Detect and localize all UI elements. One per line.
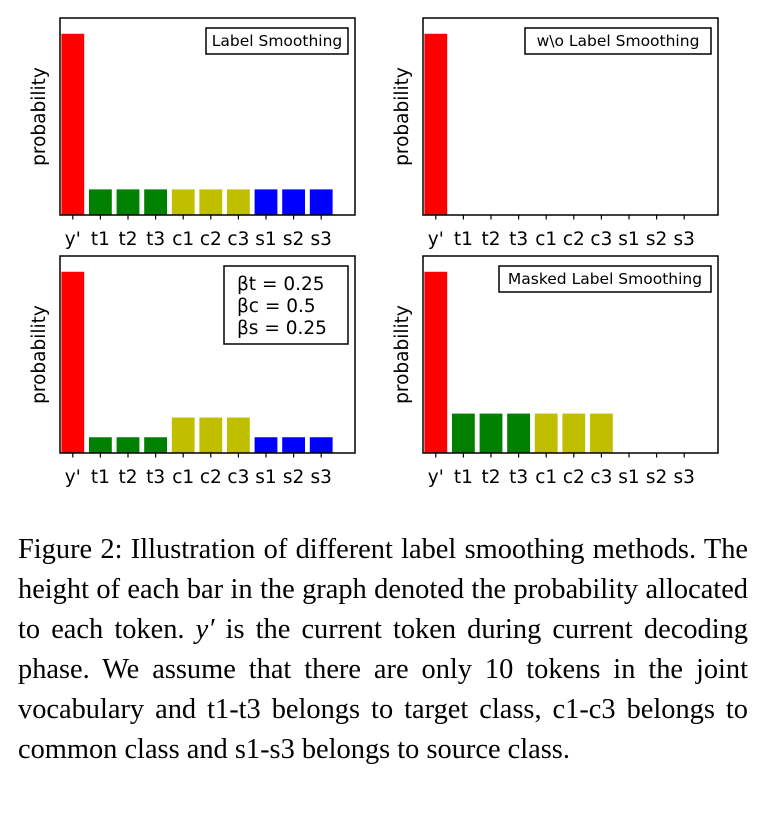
x-tick-label: c3 — [590, 229, 612, 250]
legend-text: w\o Label Smoothing — [537, 32, 700, 50]
y-axis-label: probability — [29, 67, 50, 166]
x-tick-label: c2 — [200, 229, 222, 250]
x-tick-label: s3 — [673, 467, 694, 488]
x-tick-label: t1 — [454, 229, 473, 250]
figure-caption: Figure 2: Illustration of different labe… — [18, 530, 748, 770]
y-axis-label: probability — [29, 305, 50, 404]
bar-t3 — [144, 189, 167, 215]
bar-c3 — [227, 417, 250, 453]
x-tick-label: c2 — [200, 467, 222, 488]
plot-frame — [422, 17, 719, 216]
x-tick-label: s2 — [646, 229, 667, 250]
x-tick-label: t2 — [481, 229, 500, 250]
legend-box — [205, 27, 349, 55]
bar-s2 — [282, 189, 305, 215]
legend-text: Masked Label Smoothing — [508, 270, 702, 288]
x-tick-label: s3 — [310, 229, 331, 250]
bar-c1 — [534, 413, 558, 453]
x-tick-label: t2 — [118, 467, 137, 488]
legend-text: βt = 0.25 — [237, 274, 325, 295]
chart-panel-2: y' t1 t2 t3 c1 c2 c3 s1 s2 s3 probability w\o Label… — [392, 17, 719, 250]
x-tick-label: s1 — [255, 229, 276, 250]
caption-text-2: is the current token during current deco… — [18, 614, 748, 765]
x-tick-label: c1 — [535, 229, 557, 250]
caption-text-1: Figure 2: Illustration of different labe… — [18, 534, 748, 645]
y-axis-label: probability — [392, 67, 413, 166]
bar-c2 — [199, 189, 223, 215]
x-tick-label: t3 — [509, 467, 528, 488]
x-tick-label: s2 — [283, 229, 304, 250]
bar-yprime — [61, 271, 85, 453]
x-tick-label: c1 — [172, 467, 194, 488]
bar-c2 — [562, 413, 586, 453]
bar-c1 — [171, 417, 195, 453]
bar-yprime — [424, 33, 448, 216]
x-tick-label: c3 — [227, 467, 249, 488]
bar-t2 — [116, 437, 140, 453]
x-tick-label: y' — [428, 467, 444, 488]
plot-frame — [59, 17, 356, 216]
x-tick-label: t1 — [91, 229, 110, 250]
x-tick-label: s1 — [618, 467, 639, 488]
legend-text: βs = 0.25 — [237, 318, 327, 339]
legend-text: βc = 0.5 — [237, 296, 316, 317]
x-tick-label: s1 — [255, 467, 276, 488]
bar-yprime — [61, 33, 85, 216]
chart-panel-3: y' t1 t2 t3 c1 c2 c3 s1 s2 s3 probability βt = 0.25… — [29, 255, 356, 488]
x-tick-label: c3 — [227, 229, 249, 250]
x-tick-label: c3 — [590, 467, 612, 488]
bar-t2 — [116, 189, 140, 215]
x-tick-label: y' — [65, 467, 81, 488]
x-tick-label: t2 — [481, 467, 500, 488]
bar-t1 — [89, 189, 112, 215]
bar-t1 — [89, 437, 112, 453]
x-tick-label: c2 — [563, 467, 585, 488]
chart-panel-1: y' t1 t2 t3 c1 c2 c3 s1 s2 s3 probability Label Smo… — [29, 17, 356, 250]
plot-frame — [422, 255, 719, 454]
legend-box — [524, 27, 712, 55]
x-tick-label: s1 — [618, 229, 639, 250]
caption-variable: y′ — [195, 614, 215, 645]
x-tick-label: s2 — [646, 467, 667, 488]
x-tick-label: c1 — [172, 229, 194, 250]
x-tick-label: t1 — [91, 467, 110, 488]
bar-c1 — [171, 189, 195, 215]
bar-t1 — [452, 413, 475, 453]
bar-yprime — [424, 271, 448, 453]
x-tick-label: s3 — [310, 467, 331, 488]
x-tick-label: c1 — [535, 467, 557, 488]
plot-frame — [59, 255, 356, 454]
x-tick-label: t1 — [454, 467, 473, 488]
bar-c3 — [590, 413, 613, 453]
x-tick-label: s3 — [673, 229, 694, 250]
bar-s2 — [282, 437, 305, 453]
bar-t2 — [479, 413, 503, 453]
y-axis-label: probability — [392, 305, 413, 404]
x-tick-label: t3 — [146, 229, 165, 250]
bar-c2 — [199, 417, 223, 453]
x-tick-label: c2 — [563, 229, 585, 250]
bar-t3 — [507, 413, 530, 453]
bar-s3 — [309, 189, 333, 215]
legend-box — [498, 265, 712, 293]
legend-text: Label Smoothing — [212, 32, 343, 50]
x-tick-label: t3 — [146, 467, 165, 488]
bar-c3 — [227, 189, 250, 215]
bar-s1 — [254, 189, 278, 215]
bar-s1 — [254, 437, 278, 453]
bar-t3 — [144, 437, 167, 453]
bar-s3 — [309, 437, 333, 453]
chart-panel-4: y' t1 t2 t3 c1 c2 c3 s1 s2 s3 probability Masked La… — [392, 255, 719, 488]
x-tick-label: t3 — [509, 229, 528, 250]
x-tick-label: s2 — [283, 467, 304, 488]
x-tick-label: y' — [428, 229, 444, 250]
x-tick-label: y' — [65, 229, 81, 250]
x-tick-label: t2 — [118, 229, 137, 250]
legend-box — [223, 265, 349, 345]
